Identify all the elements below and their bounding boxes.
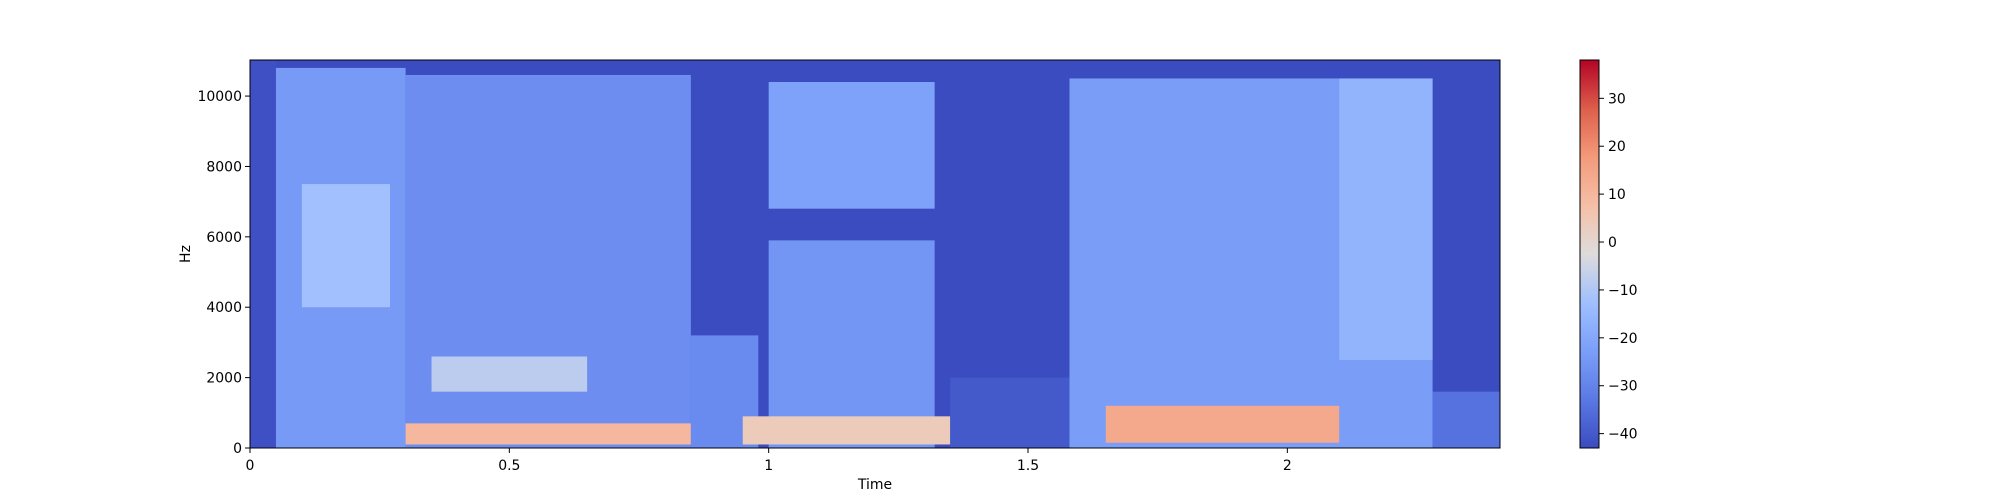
colorbar-ticks: −40 −30 −20 −10 0 10 20 30 bbox=[1599, 91, 1638, 443]
spectrogram-region-0 bbox=[250, 60, 276, 448]
colorbar: −40 −30 −20 −10 0 10 20 30 bbox=[1579, 59, 1638, 449]
spectrogram-region-14 bbox=[1432, 391, 1500, 448]
y-tick-label-2: 4000 bbox=[206, 300, 242, 316]
y-tick-label-5: 10000 bbox=[197, 89, 242, 105]
colorbar-tick-label-2: −20 bbox=[1608, 331, 1638, 347]
x-tick-label-3: 1.5 bbox=[1017, 458, 1039, 474]
y-tick-label-3: 6000 bbox=[206, 230, 242, 246]
colorbar-tick-label-5: 10 bbox=[1608, 187, 1626, 203]
spectrogram-plot-area bbox=[249, 59, 1501, 449]
spectrogram-region-8 bbox=[768, 240, 935, 448]
spectrogram-region-7 bbox=[768, 81, 935, 209]
y-axis-title: Hz bbox=[178, 245, 194, 263]
x-axis-title: Time bbox=[857, 477, 892, 493]
y-tick-label-4: 8000 bbox=[206, 159, 242, 175]
plot-frame bbox=[249, 59, 1501, 449]
colorbar-tick-label-4: 0 bbox=[1608, 235, 1617, 251]
y-tick-label-1: 2000 bbox=[206, 371, 242, 387]
colorbar-scale bbox=[1579, 59, 1600, 449]
colorbar-tick-label-7: 30 bbox=[1608, 91, 1626, 107]
spectrogram-region-5 bbox=[405, 423, 691, 445]
x-tick-label-4: 2 bbox=[1283, 458, 1292, 474]
x-tick-label-0: 0 bbox=[246, 458, 255, 474]
spectrogram-region-12 bbox=[1105, 405, 1340, 443]
x-axis: 0 0.5 1 1.5 2 bbox=[246, 448, 1292, 474]
y-tick-label-0: 0 bbox=[233, 441, 242, 457]
colorbar-tick-label-6: 20 bbox=[1608, 139, 1626, 155]
colorbar-tick-label-3: −10 bbox=[1608, 283, 1638, 299]
spectrogram-region-13 bbox=[1339, 78, 1433, 361]
colorbar-tick-label-0: −40 bbox=[1608, 427, 1638, 443]
spectrogram-region-2 bbox=[301, 184, 391, 308]
spectrogram-region-10 bbox=[950, 377, 1080, 448]
x-tick-label-1: 0.5 bbox=[498, 458, 520, 474]
spectrogram-region-4 bbox=[431, 356, 588, 392]
spectrogram-region-9 bbox=[742, 416, 951, 445]
spectrogram-cells bbox=[250, 60, 1500, 448]
spectrogram-region-3 bbox=[405, 74, 691, 448]
colorbar-tick-label-1: −30 bbox=[1608, 379, 1638, 395]
x-tick-label-2: 1 bbox=[764, 458, 773, 474]
y-axis: 0 2000 4000 6000 8000 10000 bbox=[197, 89, 250, 457]
